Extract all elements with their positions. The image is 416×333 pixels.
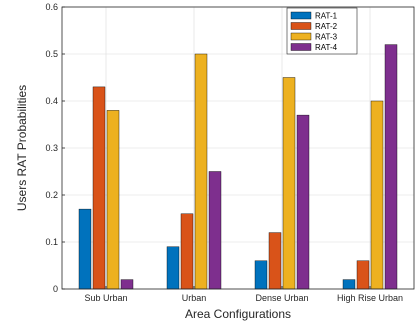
- legend-label-rat-2: RAT-2: [315, 22, 338, 31]
- legend-label-rat-1: RAT-1: [315, 12, 338, 21]
- bar-rat-3-0: [106, 110, 120, 290]
- bar-rat-4-3: [384, 44, 398, 290]
- legend-swatch-rat-3: [290, 32, 312, 41]
- bar-rat-4-1: [208, 171, 222, 290]
- legend-swatch-rat-4: [290, 43, 312, 51]
- bar-rat-2-0: [92, 86, 106, 290]
- bar-rat-3-2: [282, 77, 296, 290]
- bar-rat-1-2: [254, 260, 268, 290]
- bar-rat-1-3: [342, 279, 356, 290]
- y-tick-label: 0.4: [45, 96, 58, 106]
- bar-rat-2-1: [180, 213, 194, 290]
- legend-swatch-rat-1: [290, 11, 312, 20]
- bars-group: [78, 44, 398, 290]
- bar-rat-1-1: [166, 246, 180, 290]
- bar-rat-3-3: [370, 100, 384, 290]
- bar-rat-4-2: [296, 114, 310, 290]
- y-tick-label: 0.1: [45, 237, 58, 247]
- y-tick-label: 0.3: [45, 143, 58, 153]
- legend-swatch-rat-2: [290, 22, 312, 30]
- x-tick-label: Dense Urban: [255, 293, 308, 303]
- x-tick-label: Urban: [182, 293, 207, 303]
- bar-rat-2-2: [268, 232, 282, 290]
- x-tick-label: High Rise Urban: [337, 293, 403, 303]
- bar-rat-3-1: [194, 53, 208, 290]
- x-axis-ticks: Sub Urban Urban Dense Urban High Rise Urban: [84, 286, 403, 303]
- bar-rat-4-0: [120, 279, 134, 290]
- y-axis-label: Users RAT Probabilities: [15, 85, 29, 211]
- legend-label-rat-3: RAT-3: [315, 33, 338, 42]
- x-axis-label: Area Configurations: [185, 307, 291, 321]
- legend-label-rat-4: RAT-4: [315, 43, 338, 52]
- x-tick-label: Sub Urban: [84, 293, 127, 303]
- y-tick-label: 0.5: [45, 49, 58, 59]
- bar-rat-2-3: [356, 260, 370, 290]
- y-tick-label: 0.2: [45, 190, 58, 200]
- bar-rat-1-0: [78, 208, 92, 290]
- y-tick-label: 0: [53, 284, 58, 294]
- y-tick-label: 0.6: [45, 2, 58, 12]
- y-axis-ticks: 0 0.1 0.2 0.3 0.4 0.5 0.6: [45, 2, 65, 294]
